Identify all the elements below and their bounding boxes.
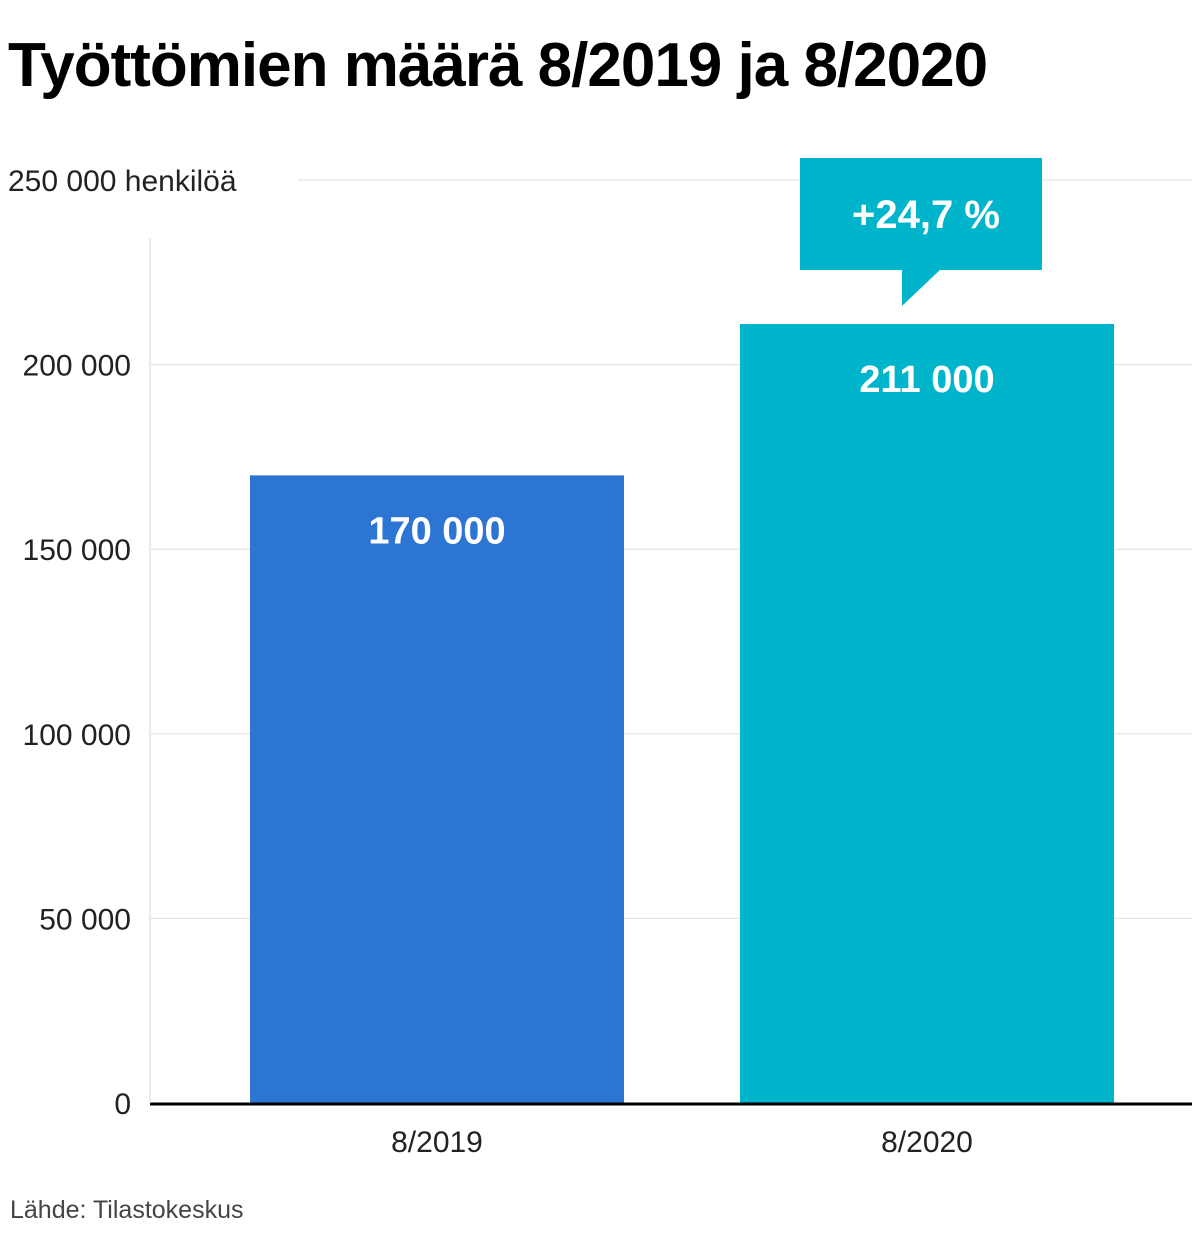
callout-box <box>800 158 1042 270</box>
bar-value-label: 170 000 <box>368 510 505 552</box>
y-tick-label: 100 000 <box>23 719 131 752</box>
y-axis-ticks: 0 50 000 100 000 150 000 200 000 250 000 henk… <box>8 165 237 1121</box>
callout-label: +24,7 % <box>852 193 1000 237</box>
y-tick-label: 150 000 <box>23 534 131 567</box>
y-tick-label: 50 000 <box>39 903 131 936</box>
bar-chart: 0 50 000 100 000 150 000 200 000 250 000 henk… <box>8 158 1192 1159</box>
y-tick-label: 250 000 henkilöä <box>8 165 237 198</box>
chart-title: Työttömien määrä 8/2019 ja 8/2020 <box>8 31 988 100</box>
x-tick-label: 8/2019 <box>391 1126 483 1159</box>
change-callout: +24,7 % <box>800 158 1042 306</box>
source-note: Lähde: Tilastokeskus <box>10 1196 244 1224</box>
x-axis-ticks: 8/2019 8/2020 <box>391 1126 973 1159</box>
bar <box>740 323 1114 1103</box>
bar-value-label: 211 000 <box>859 359 994 401</box>
bars: 170 000 211 000 <box>250 323 1114 1103</box>
x-tick-label: 8/2020 <box>881 1126 973 1159</box>
bar <box>250 475 624 1103</box>
callout-pointer <box>902 268 942 306</box>
y-tick-label: 200 000 <box>23 350 131 383</box>
y-tick-label: 0 <box>114 1088 131 1121</box>
